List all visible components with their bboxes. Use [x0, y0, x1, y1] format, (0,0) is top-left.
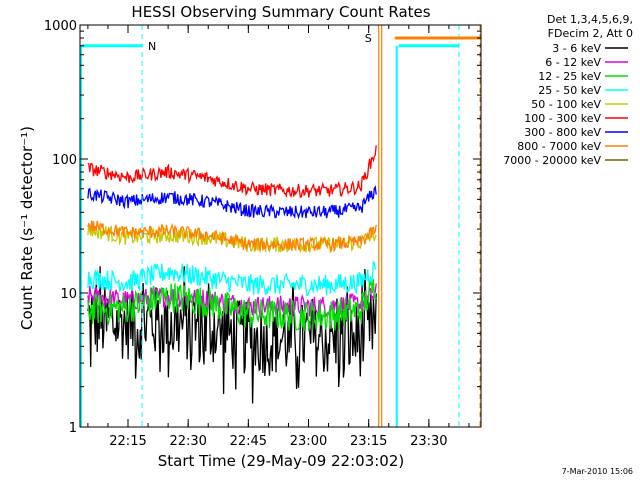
- series-line-6: [87, 185, 377, 220]
- y-axis-label: Count Rate (s⁻¹ detector⁻¹): [18, 126, 36, 330]
- series-line-7: [87, 220, 377, 253]
- x-tick-label: 22:15: [109, 434, 146, 449]
- series-line-3: [87, 260, 377, 297]
- generation-timestamp: 7-Mar-2010 15:06: [562, 467, 633, 476]
- legend-label: 300 - 800 keV: [524, 126, 601, 139]
- legend: Det 1,3,4,5,6,9, FDecim 2, Att 0 3 - 6 k…: [503, 13, 633, 167]
- plot-frame: [79, 24, 482, 428]
- chart-title: HESSI Observing Summary Count Rates: [131, 3, 430, 21]
- legend-label: 12 - 25 keV: [538, 70, 601, 83]
- legend-label: 7000 - 20000 keV: [503, 154, 601, 167]
- x-axis: 22:15 22:30 22:45 23:00 23:15 23:30: [87, 25, 470, 449]
- x-tick-label: 22:30: [169, 434, 206, 449]
- annotation-markers: NS: [80, 25, 481, 427]
- series-line-4: [87, 222, 377, 254]
- y-tick-label: 1: [69, 421, 77, 436]
- x-tick-label: 23:30: [410, 434, 447, 449]
- legend-label: 800 - 7000 keV: [517, 140, 601, 153]
- y-axis: 1 10 100 1000: [44, 19, 481, 436]
- series-line-5: [87, 145, 377, 199]
- y-tick-label: 100: [52, 153, 77, 168]
- x-tick-label: 23:00: [290, 434, 327, 449]
- x-tick-label: 22:45: [230, 434, 267, 449]
- legend-label: 100 - 300 keV: [524, 112, 601, 125]
- legend-label: 25 - 50 keV: [538, 84, 601, 97]
- y-tick-label: 1000: [44, 19, 77, 34]
- legend-header-detectors: Det 1,3,4,5,6,9,: [547, 13, 633, 26]
- series-line-2: [87, 279, 377, 332]
- night-label: N: [148, 40, 156, 53]
- legend-label: 3 - 6 keV: [552, 42, 601, 55]
- y-tick-label: 10: [60, 287, 77, 302]
- series-line-1: [87, 283, 377, 319]
- legend-label: 50 - 100 keV: [531, 98, 601, 111]
- legend-header-decimation: FDecim 2, Att 0: [548, 27, 633, 40]
- legend-label: 6 - 12 keV: [545, 56, 601, 69]
- series-lines: [87, 145, 377, 404]
- x-tick-label: 23:15: [350, 434, 387, 449]
- x-axis-label: Start Time (29-May-09 22:03:02): [158, 452, 404, 470]
- series-line-0: [87, 266, 377, 404]
- saa-label: S: [365, 32, 372, 45]
